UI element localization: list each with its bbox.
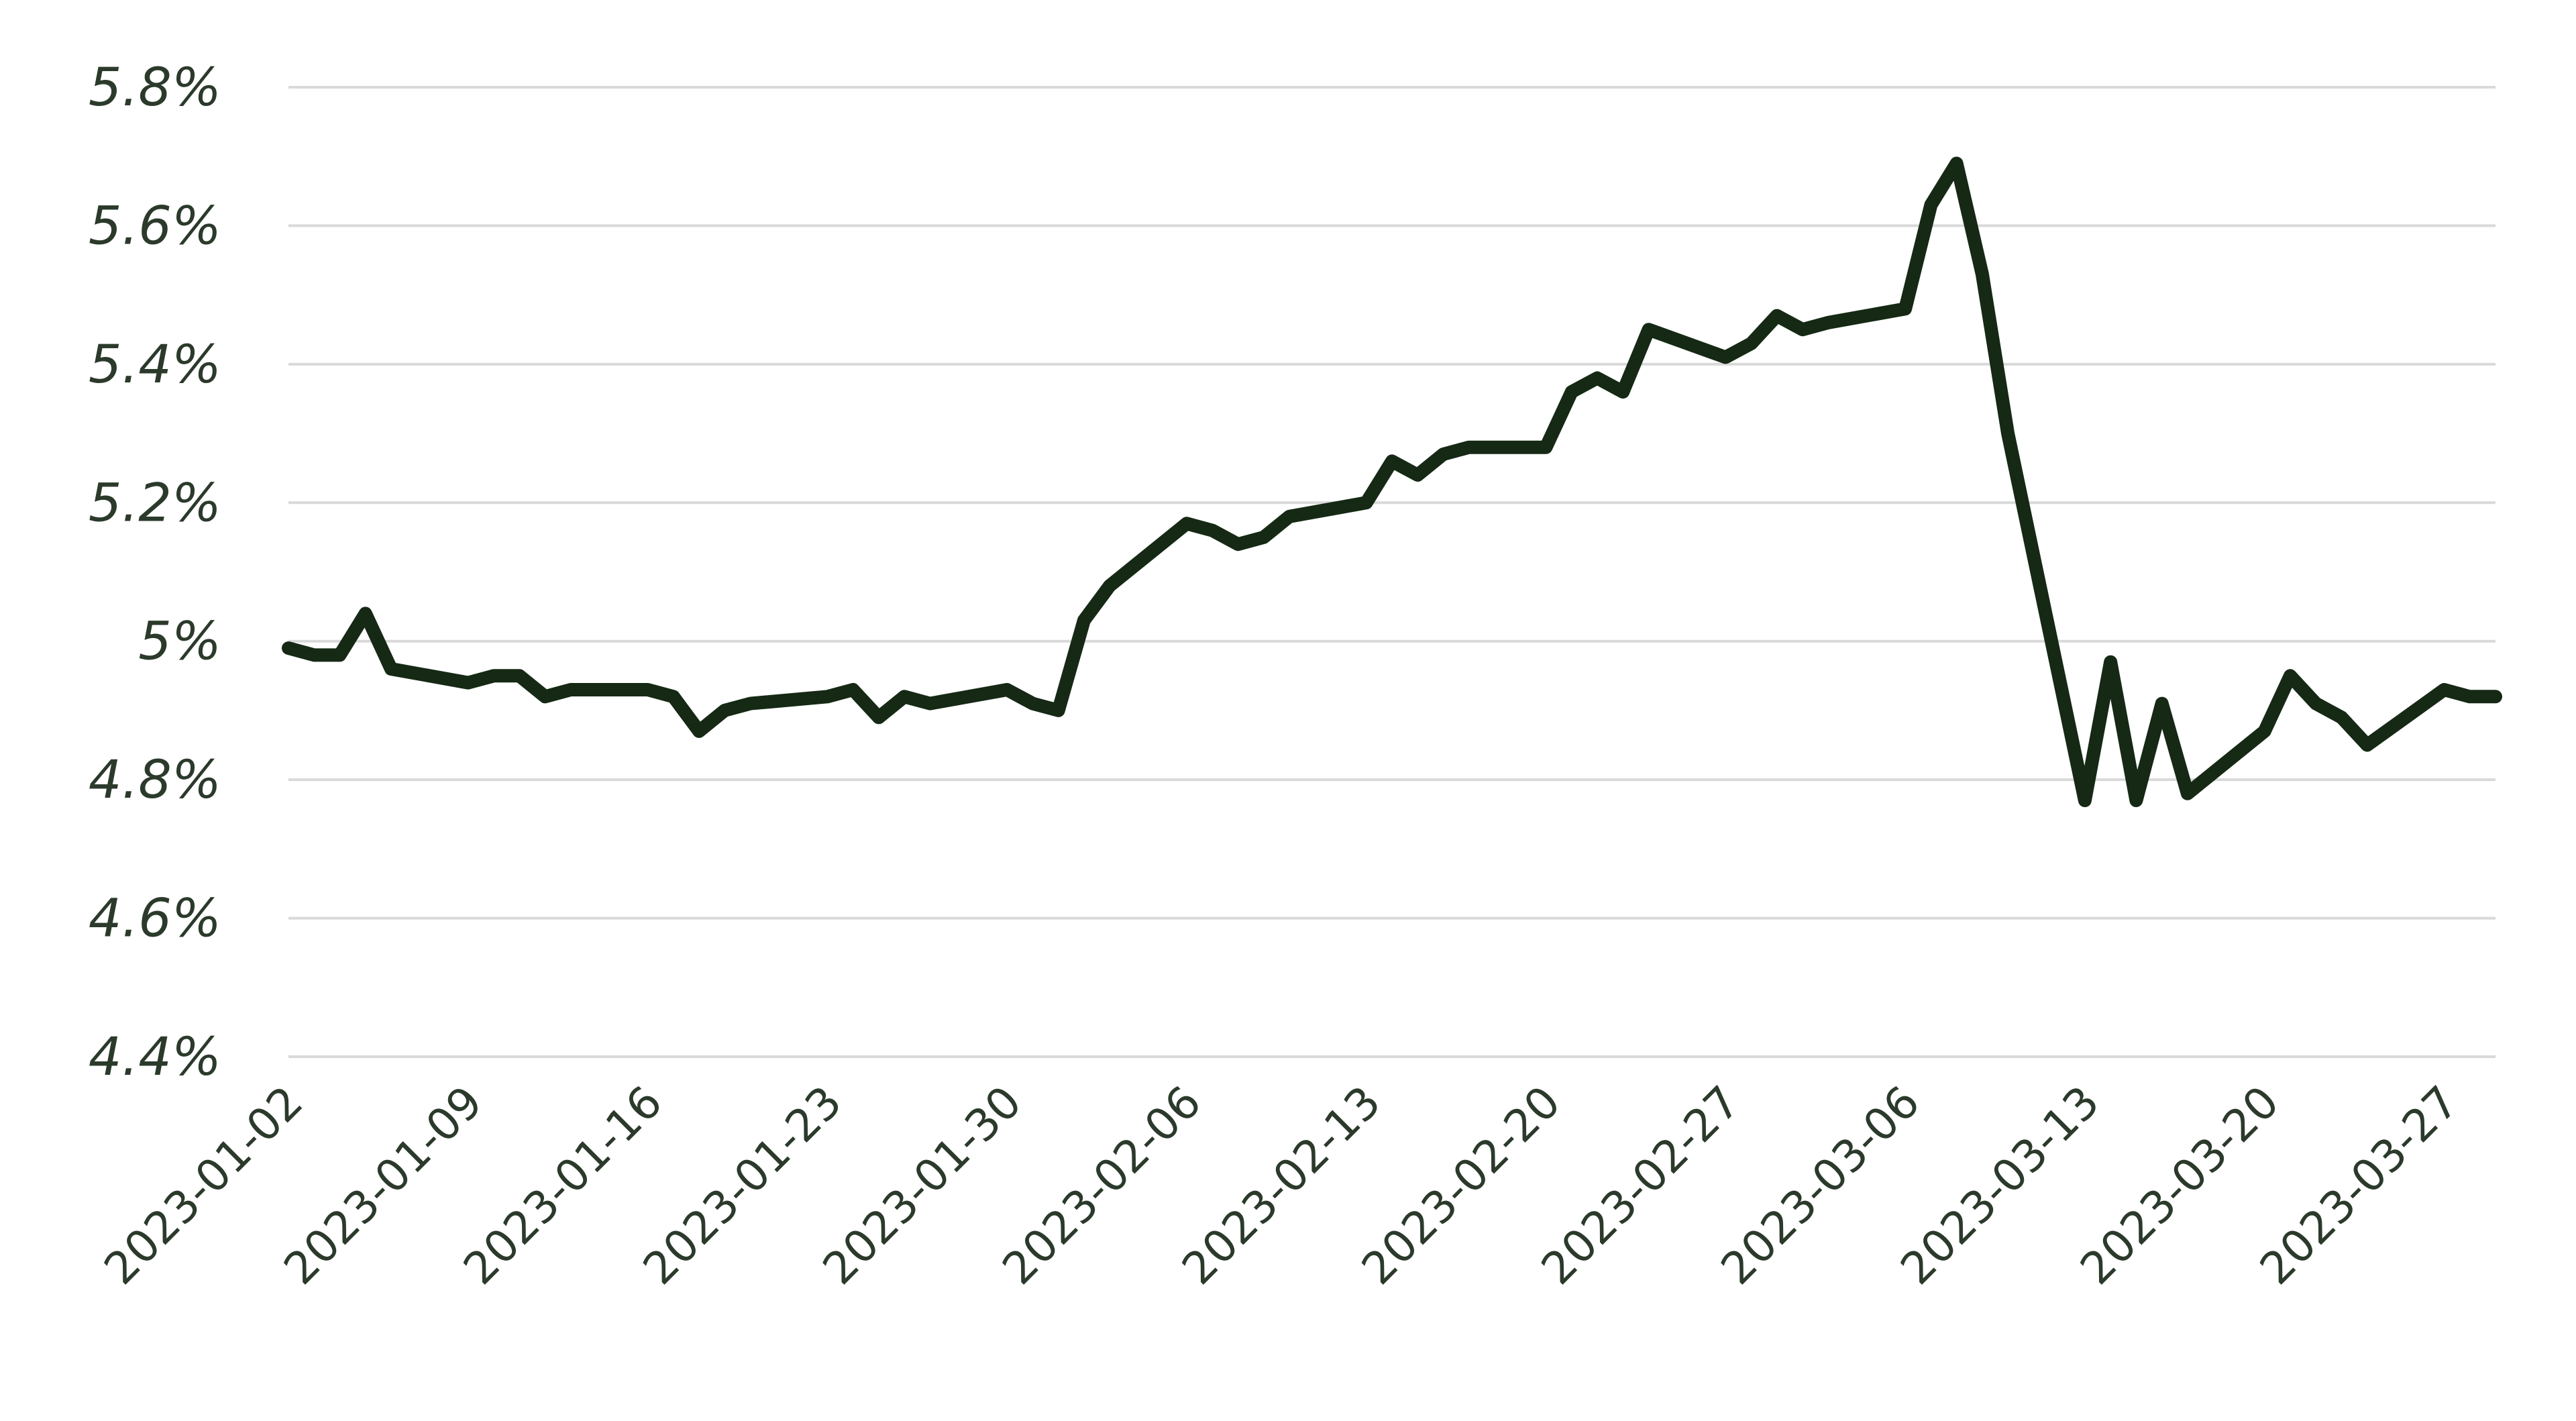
y-tick-label: 4.6%	[89, 889, 221, 949]
y-tick-label: 5%	[138, 612, 221, 672]
y-tick-label: 4.4%	[89, 1027, 221, 1088]
gridlines	[288, 86, 2496, 1058]
y-tick-label: 5.2%	[89, 473, 221, 533]
y-axis-ticks: 4.4% 4.6% 4.8% 5% 5.2% 5.4% 5.6% 5.8%	[89, 58, 221, 1088]
y-tick-label: 4.8%	[89, 750, 221, 810]
y-tick-label: 5.4%	[89, 335, 221, 395]
series-line	[282, 156, 2502, 808]
y-tick-label: 5.8%	[89, 58, 221, 118]
series-group	[282, 156, 2502, 808]
x-axis-ticks: 2023-01-022023-01-092023-01-162023-01-23…	[95, 1076, 2469, 1295]
y-tick-label: 5.6%	[89, 196, 221, 256]
